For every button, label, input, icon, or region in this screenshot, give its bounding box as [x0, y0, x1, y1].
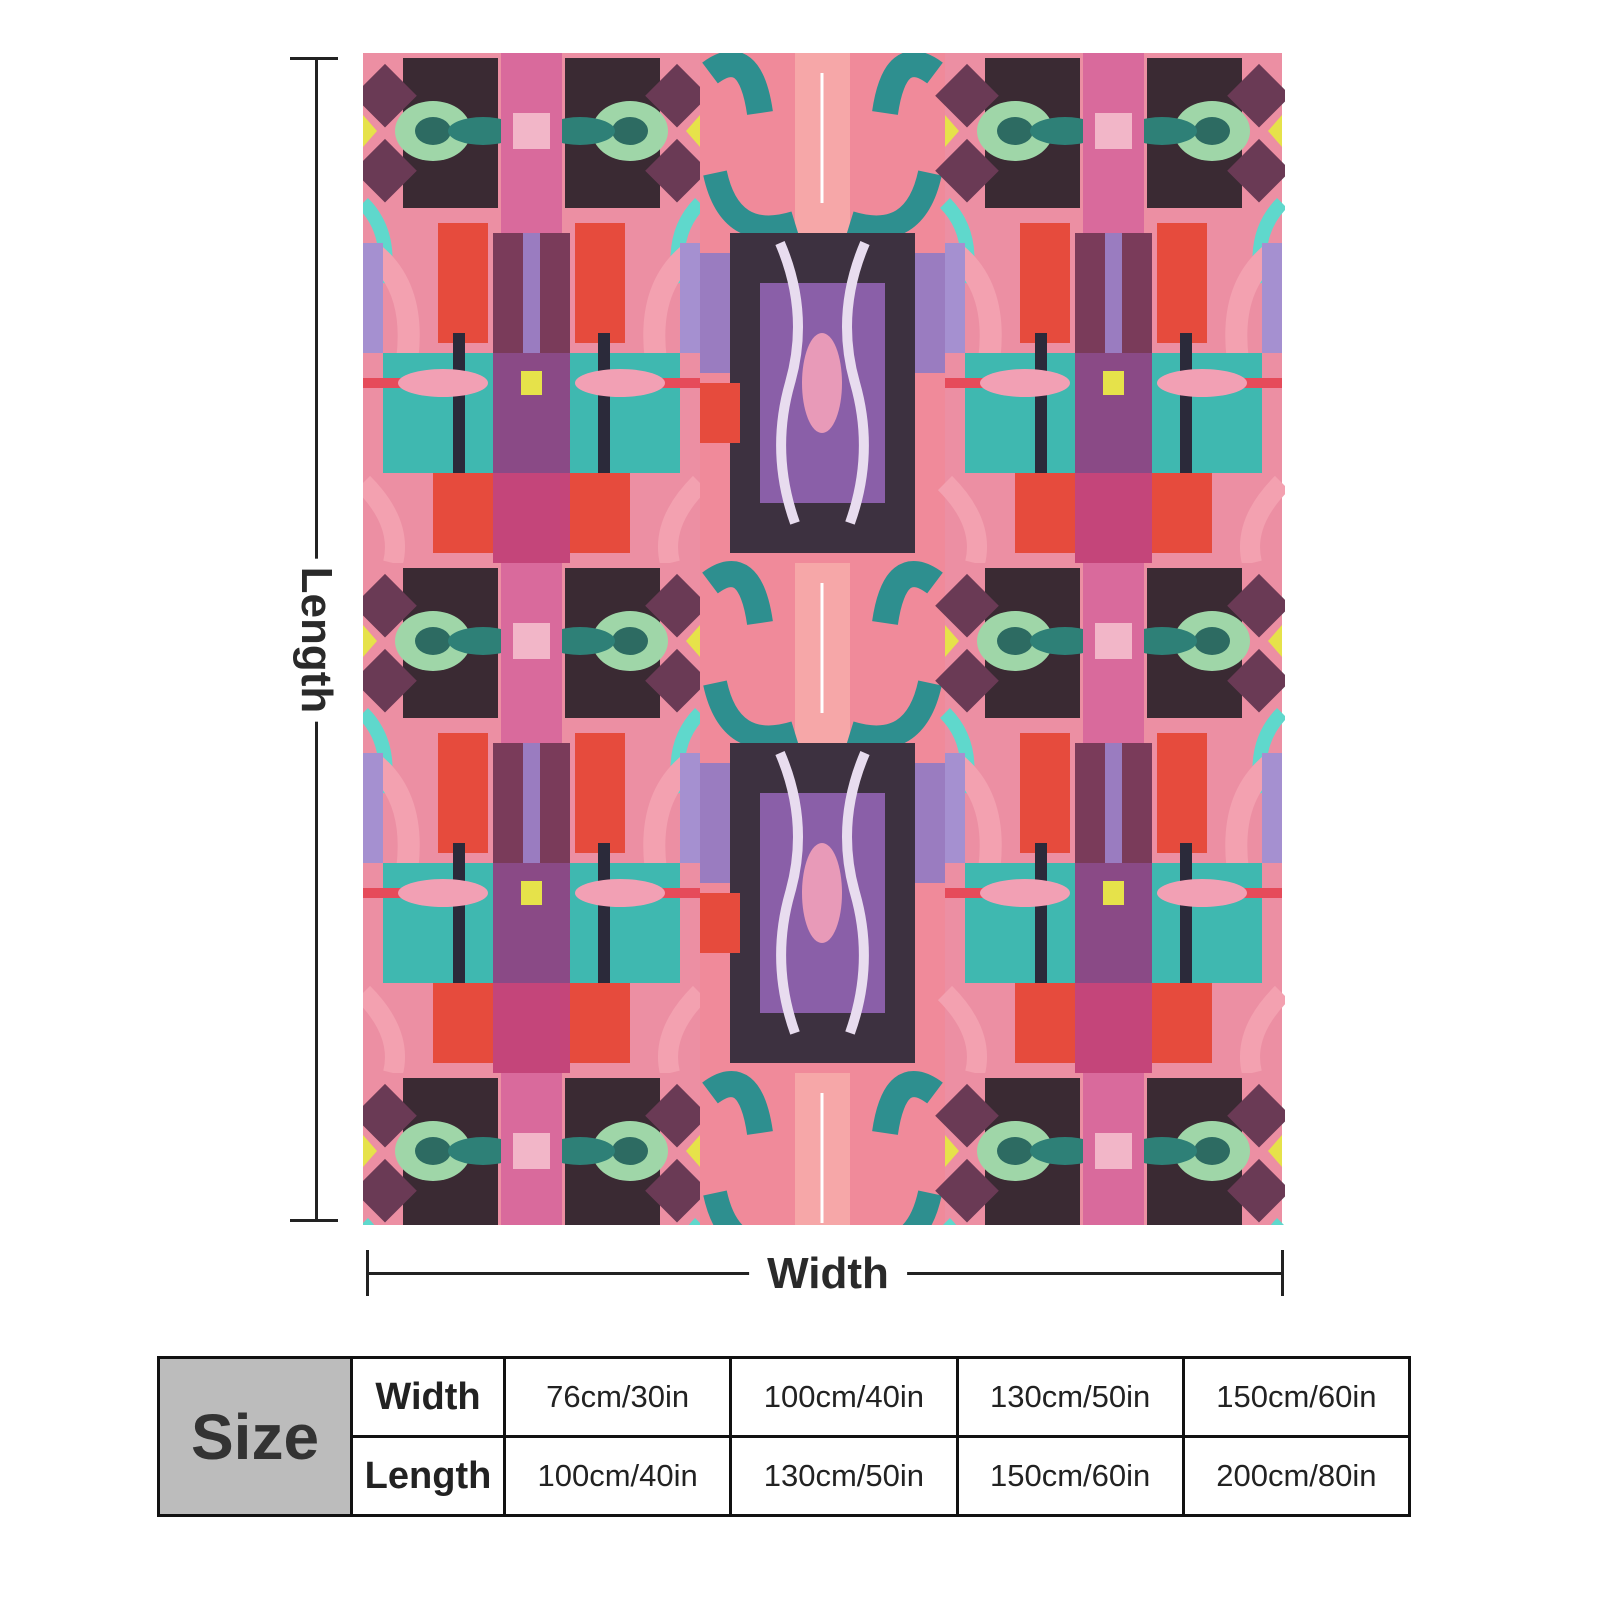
pattern-middle-panel — [700, 53, 945, 1225]
length-label: Length — [291, 558, 341, 722]
pattern-right-panel — [935, 53, 1285, 1225]
blanket-pattern-image — [363, 53, 1285, 1225]
width-cell: 130cm/50in — [955, 1356, 1185, 1438]
length-ruler-bottom-tick — [290, 1219, 338, 1222]
size-header: Size — [157, 1356, 353, 1517]
size-chart-row-length: Length 100cm/40in 130cm/50in 150cm/60in … — [159, 1435, 1412, 1517]
pattern-left-panel — [363, 53, 709, 1225]
width-label: Width — [749, 1249, 907, 1299]
row-label-width: Width — [350, 1356, 506, 1438]
width-cell: 100cm/40in — [729, 1356, 959, 1438]
length-cell: 130cm/50in — [729, 1435, 959, 1517]
width-ruler-left-tick — [366, 1250, 369, 1296]
width-cell: 76cm/30in — [502, 1356, 733, 1438]
width-ruler-right-tick — [1281, 1250, 1284, 1296]
length-ruler-top-tick — [290, 57, 338, 60]
width-cell: 150cm/60in — [1181, 1356, 1412, 1438]
size-chart: Size Width 76cm/30in 100cm/40in 130cm/50… — [157, 1356, 1412, 1517]
size-chart-row-width: Size Width 76cm/30in 100cm/40in 130cm/50… — [157, 1356, 1412, 1517]
row-label-length: Length — [350, 1435, 506, 1517]
length-cell: 150cm/60in — [955, 1435, 1185, 1517]
length-cell: 100cm/40in — [502, 1435, 733, 1517]
length-cell: 200cm/80in — [1181, 1435, 1412, 1517]
